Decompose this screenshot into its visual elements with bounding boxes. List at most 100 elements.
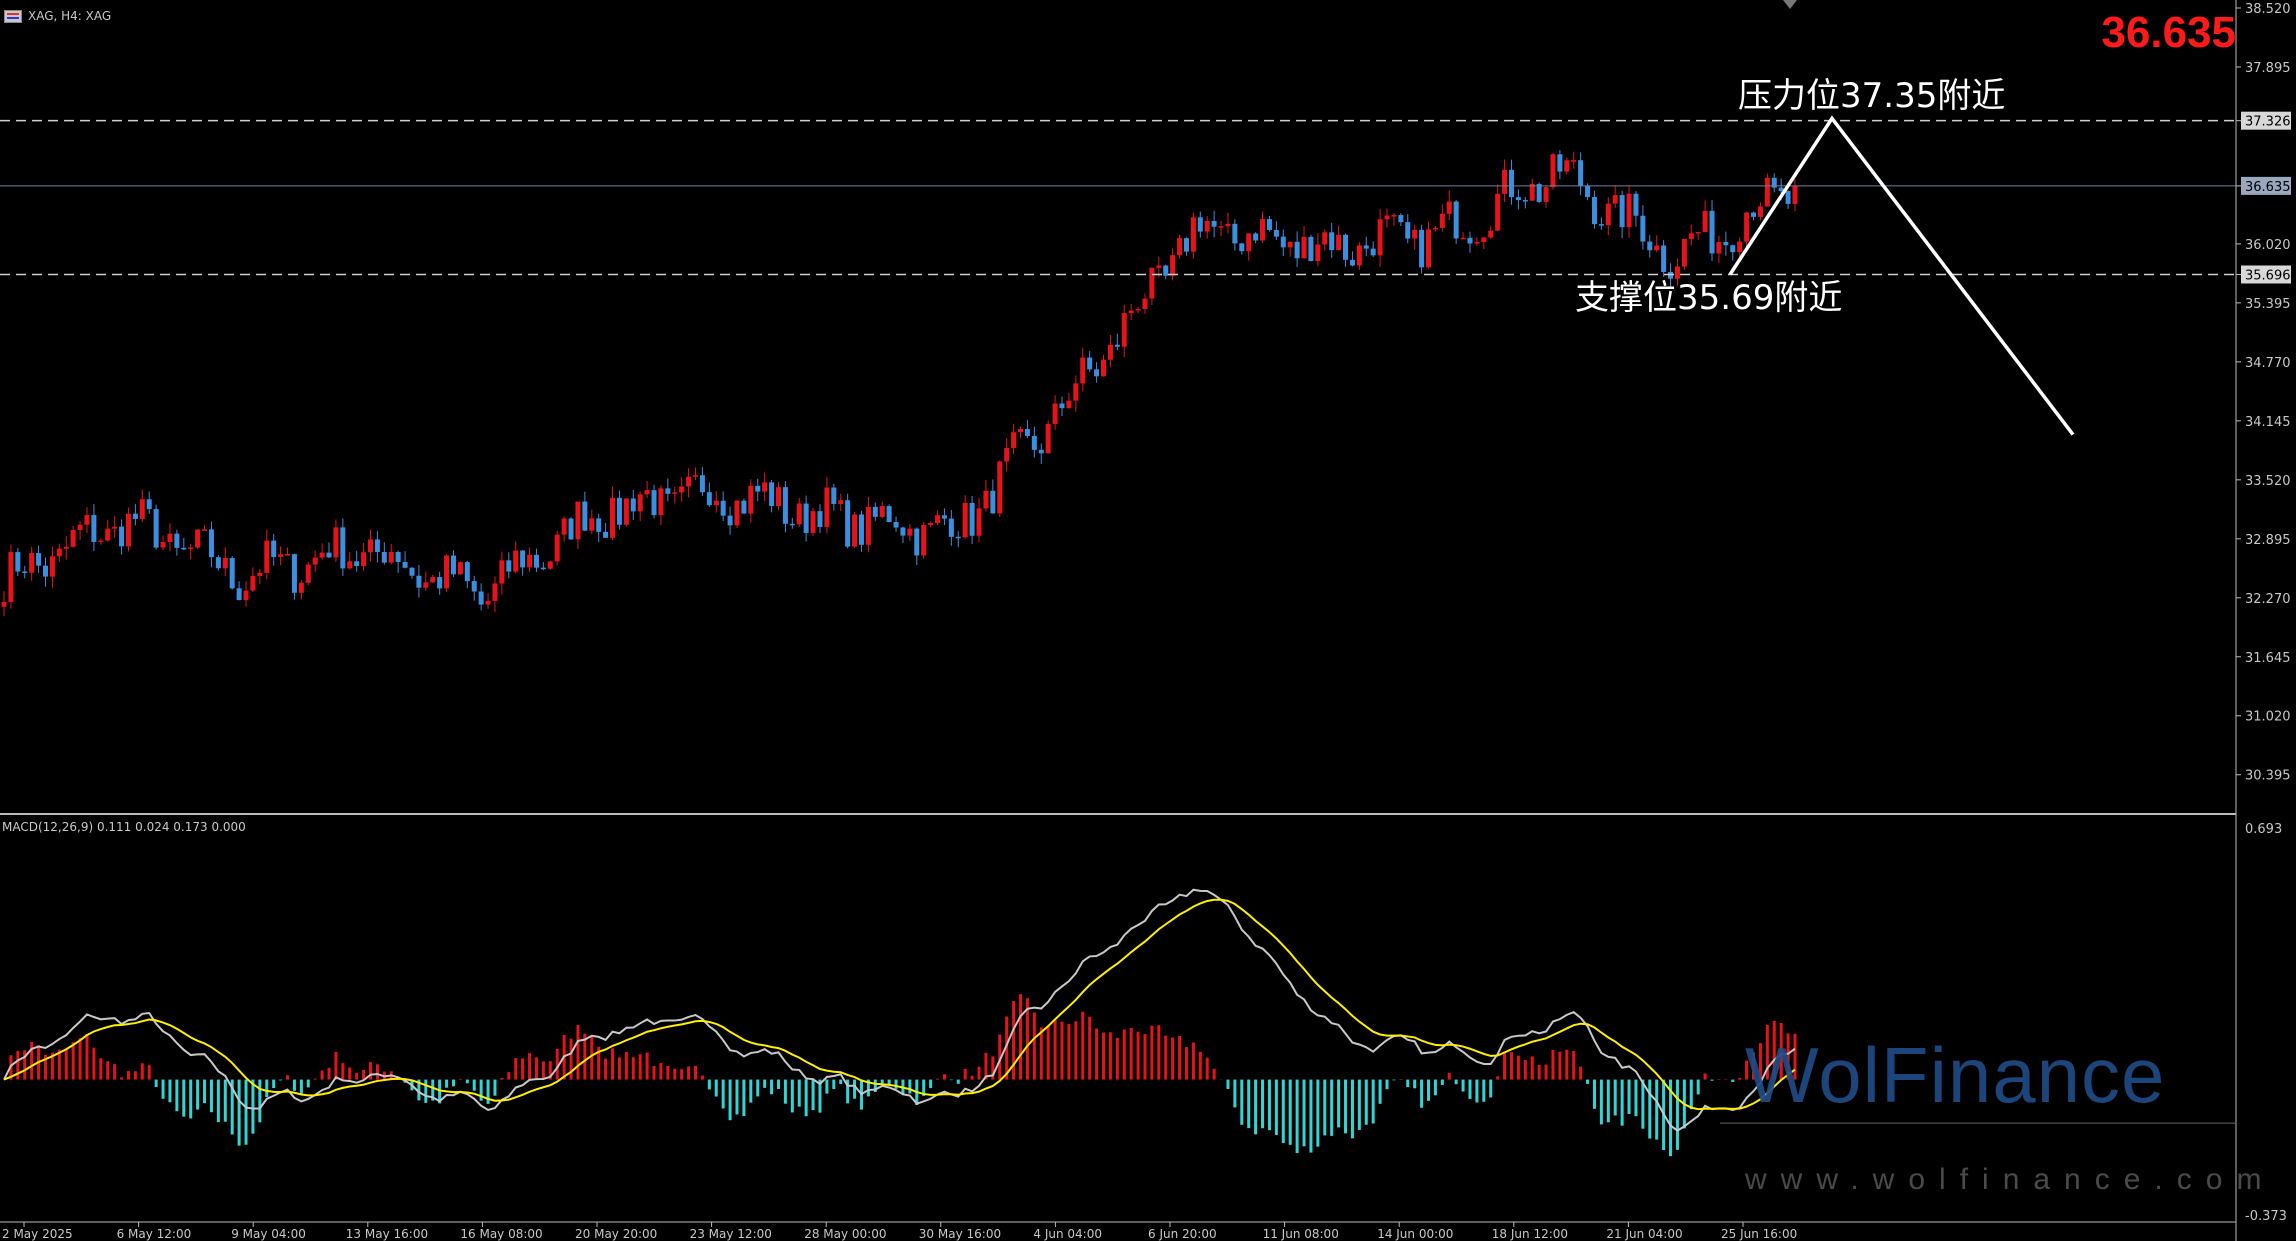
macd-histogram-bar — [1620, 1079, 1624, 1126]
candle-body — [1723, 241, 1729, 246]
macd-histogram-bar — [756, 1079, 760, 1097]
macd-histogram-bar — [1468, 1079, 1472, 1099]
time-tick-label: 2 May 2025 — [2, 1227, 73, 1241]
macd-histogram-bar — [23, 1050, 27, 1080]
candle-body — [464, 562, 470, 582]
candle-body — [1495, 193, 1501, 231]
macd-histogram-bar — [1786, 1033, 1790, 1080]
candle-body — [326, 552, 332, 558]
macd-histogram-bar — [1171, 1037, 1175, 1080]
candle-body — [1564, 160, 1570, 172]
macd-histogram-bar — [78, 1038, 82, 1080]
candle-body — [845, 500, 851, 547]
macd-header: MACD(12,26,9) 0.111 0.024 0.173 0.000 — [2, 820, 246, 834]
resistance-annotation: 压力位37.35附近 — [1738, 76, 2006, 116]
candle-body — [1218, 226, 1224, 228]
candle-body — [686, 476, 692, 487]
macd-histogram-bar — [749, 1079, 753, 1103]
macd-histogram-bar — [43, 1054, 47, 1080]
macd-histogram-bar — [1669, 1079, 1673, 1157]
candle-body — [1502, 169, 1508, 194]
candle-body — [319, 552, 325, 558]
watermark-url: www.wolfinance.com — [1745, 1163, 2276, 1196]
macd-histogram-bar — [1655, 1079, 1659, 1140]
macd-histogram-bar — [133, 1071, 137, 1080]
macd-histogram-bar — [438, 1079, 442, 1104]
macd-histogram-bar — [479, 1079, 483, 1101]
macd-histogram-bar — [1136, 1031, 1140, 1080]
macd-histogram-bar — [286, 1075, 290, 1080]
candle-body — [623, 498, 629, 525]
macd-histogram-bar — [1599, 1079, 1603, 1125]
macd-histogram-bar — [1551, 1049, 1555, 1080]
macd-histogram-bar — [1067, 1023, 1071, 1080]
macd-histogram-bar — [1254, 1079, 1258, 1135]
candle-body — [70, 530, 76, 547]
macd-histogram-bar — [534, 1057, 538, 1080]
macd-histogram-bar — [182, 1079, 186, 1117]
macd-histogram-bar — [1198, 1051, 1202, 1080]
time-tick-label: 23 May 12:00 — [690, 1227, 772, 1241]
macd-histogram-bar — [85, 1034, 89, 1080]
candle-body — [457, 562, 463, 575]
macd-histogram-bar — [244, 1079, 248, 1145]
macd-histogram-bar — [1088, 1016, 1092, 1080]
macd-histogram-bar — [541, 1061, 545, 1080]
candle-body — [374, 539, 380, 553]
time-tick-label: 6 May 12:00 — [117, 1227, 192, 1241]
macd-histogram-bar — [237, 1079, 241, 1146]
macd-histogram-bar — [1516, 1055, 1520, 1080]
scroll-marker-icon[interactable] — [1783, 0, 1797, 9]
candle-body — [423, 582, 429, 588]
macd-histogram-bar — [50, 1052, 54, 1080]
macd-histogram-bar — [1530, 1056, 1534, 1080]
candle-body — [1094, 369, 1100, 377]
candle-body — [969, 502, 975, 536]
macd-histogram-bar — [147, 1065, 151, 1080]
candle-body — [1107, 344, 1113, 360]
candle-body — [132, 513, 138, 519]
macd-histogram-bar — [334, 1051, 338, 1080]
macd-histogram-bar — [604, 1058, 608, 1080]
candle-body — [15, 552, 21, 572]
macd-histogram-bar — [984, 1052, 988, 1080]
candle-body — [1004, 447, 1010, 462]
candle-body — [838, 500, 844, 504]
price-tick-label: 37.326 — [2245, 115, 2291, 130]
price-tick-label: 30.395 — [2245, 769, 2291, 784]
candle-body — [188, 547, 194, 550]
macd-histogram-bar — [451, 1079, 455, 1087]
candle-body — [1377, 219, 1383, 256]
macd-histogram-bar — [1364, 1079, 1368, 1125]
macd-histogram-bar — [991, 1056, 995, 1080]
macd-histogram-bar — [216, 1079, 220, 1123]
macd-histogram-bar — [783, 1079, 787, 1104]
macd-histogram-bar — [472, 1079, 476, 1091]
candle-body — [499, 560, 505, 584]
macd-histogram-bar — [341, 1063, 345, 1080]
candle-body — [1633, 193, 1639, 216]
macd-histogram-bar — [1108, 1032, 1112, 1080]
macd-histogram-bar — [223, 1079, 227, 1122]
macd-histogram-bar — [1295, 1079, 1299, 1154]
price-tick-label: 33.520 — [2245, 474, 2291, 489]
macd-histogram-bar — [1274, 1079, 1278, 1135]
candle-body — [1253, 233, 1259, 241]
macd-histogram-bar — [846, 1079, 850, 1104]
macd-histogram-bar — [645, 1052, 649, 1080]
candle-body — [1737, 241, 1743, 253]
candle-body — [63, 546, 69, 549]
macd-histogram-bar — [299, 1079, 303, 1095]
candle-body — [84, 515, 90, 525]
candle-body — [1391, 215, 1397, 217]
macd-histogram-bar — [1496, 1076, 1500, 1080]
time-tick-label: 20 May 20:00 — [575, 1227, 657, 1241]
time-tick-label: 9 May 04:00 — [231, 1227, 306, 1241]
candle-body — [478, 591, 484, 605]
macd-histogram-bar — [445, 1079, 449, 1088]
chart-window-icon[interactable] — [4, 9, 22, 23]
macd-histogram-bar — [258, 1079, 262, 1123]
candle-body — [990, 490, 996, 514]
macd-histogram-bar — [590, 1035, 594, 1080]
